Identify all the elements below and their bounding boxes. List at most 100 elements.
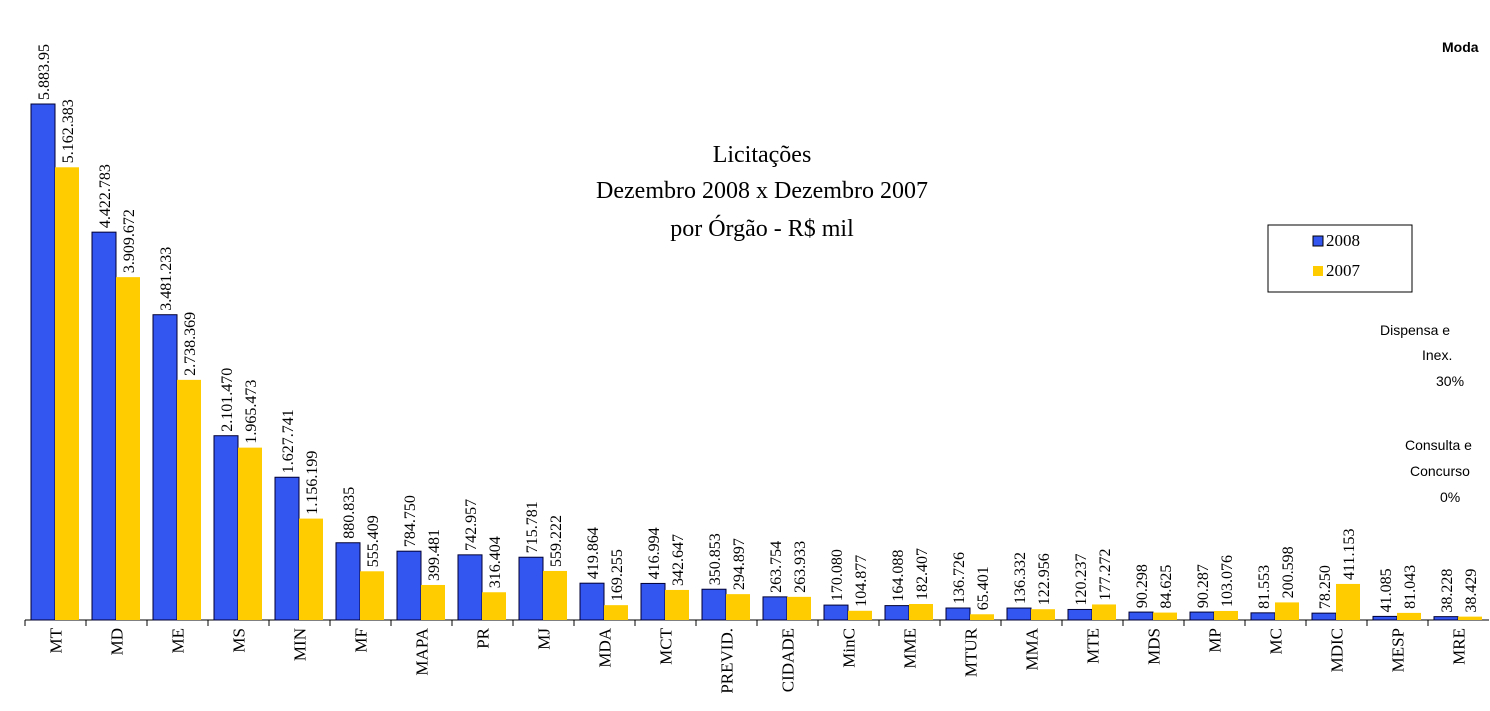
data-label: 4.422.783 <box>97 164 114 228</box>
x-tick-label: CIDADE <box>779 628 798 692</box>
bar <box>274 476 300 621</box>
annotation: Consulta e <box>1405 437 1472 453</box>
data-label: 38.429 <box>1463 569 1480 613</box>
data-label: 103.076 <box>1219 555 1236 607</box>
x-tick-label: MS <box>230 628 249 653</box>
bar <box>55 167 79 621</box>
bar <box>518 556 544 621</box>
bar <box>1153 612 1177 620</box>
data-label: 1.627.741 <box>280 409 297 473</box>
bar <box>1067 608 1093 621</box>
annotation: Dispensa e <box>1380 322 1450 338</box>
data-label: 342.647 <box>670 534 687 586</box>
x-tick-label: MD <box>108 628 127 655</box>
data-label: 2.738.369 <box>182 312 199 376</box>
data-label: 5.883.95 <box>36 44 53 100</box>
data-label: 416.994 <box>646 527 663 579</box>
data-label: 263.933 <box>792 541 809 593</box>
x-tick-label: MT <box>47 627 66 653</box>
bar <box>1433 616 1459 621</box>
annotation: Concurso <box>1410 463 1470 479</box>
data-label: 419.864 <box>585 527 602 579</box>
bar <box>970 614 994 620</box>
x-tick-label: MMA <box>1023 627 1042 670</box>
data-label: 1.965.473 <box>243 380 260 444</box>
bar <box>116 277 140 620</box>
bar <box>579 582 605 621</box>
bar <box>396 550 422 621</box>
bar <box>1214 610 1238 620</box>
data-label: 170.080 <box>829 549 846 601</box>
x-tick-label: MC <box>1267 628 1286 654</box>
bar <box>884 605 910 621</box>
x-tick-label: MME <box>901 628 920 669</box>
legend-swatch <box>1312 235 1324 247</box>
bar <box>457 554 483 621</box>
bar <box>1189 611 1215 621</box>
x-tick-label: MDIC <box>1328 628 1347 672</box>
data-label: 715.781 <box>524 501 541 553</box>
annotation: Inex. <box>1422 347 1452 363</box>
legend-label: 2008 <box>1326 231 1360 250</box>
bar <box>1336 583 1360 620</box>
x-tick-label: MDS <box>1145 628 1164 665</box>
data-label: 90.298 <box>1134 564 1151 608</box>
data-label: 3.909.672 <box>121 209 138 273</box>
data-label: 136.726 <box>951 552 968 604</box>
bar <box>1128 611 1154 621</box>
bar <box>238 447 262 620</box>
data-label: 350.853 <box>707 533 724 585</box>
bar <box>1311 612 1337 621</box>
data-label: 78.250 <box>1317 565 1334 609</box>
data-label: 555.409 <box>365 515 382 567</box>
x-tick-label: MP <box>1206 628 1225 653</box>
bar <box>640 582 666 621</box>
bar <box>787 596 811 620</box>
data-label: 559.222 <box>548 515 565 567</box>
x-tick-label: MJ <box>535 628 554 650</box>
bar <box>1006 607 1032 621</box>
bar <box>823 604 849 621</box>
x-tick-label: MRE <box>1450 628 1469 665</box>
x-tick-label: MDA <box>596 627 615 667</box>
bar <box>152 314 178 621</box>
data-label: 41.085 <box>1378 568 1395 612</box>
bar <box>1275 602 1299 620</box>
data-label: 399.481 <box>426 529 443 581</box>
data-label: 90.287 <box>1195 564 1212 608</box>
bar <box>360 571 384 620</box>
data-label: 316.404 <box>487 536 504 588</box>
bar <box>1397 612 1421 620</box>
chart-title: Licitações <box>713 142 812 168</box>
bar <box>1372 615 1398 621</box>
x-tick-label: MF <box>352 628 371 653</box>
bar <box>482 592 506 620</box>
data-label: 81.553 <box>1256 565 1273 609</box>
bar <box>1250 612 1276 621</box>
annotation: 30% <box>1436 373 1464 389</box>
bar <box>726 594 750 620</box>
data-label: 122.956 <box>1036 553 1053 605</box>
bar <box>945 607 971 621</box>
bar <box>701 588 727 621</box>
bar <box>909 604 933 620</box>
bar <box>30 103 56 621</box>
data-label: 169.255 <box>609 549 626 601</box>
data-label: 164.088 <box>890 550 907 602</box>
bar <box>421 584 445 620</box>
data-label: 5.162.383 <box>60 99 77 163</box>
x-tick-label: MTUR <box>962 627 981 677</box>
bar <box>91 231 117 621</box>
data-label: 200.598 <box>1280 546 1297 598</box>
x-tick-label: MESP <box>1389 628 1408 672</box>
bar <box>604 605 628 620</box>
annotation: 0% <box>1440 489 1460 505</box>
x-tick-label: MCT <box>657 627 676 664</box>
data-label: 294.897 <box>731 538 748 590</box>
data-label: 104.877 <box>853 555 870 607</box>
data-label: 2.101.470 <box>219 368 236 432</box>
data-label: 177.272 <box>1097 548 1114 600</box>
x-tick-label: PREVID. <box>718 628 737 694</box>
data-label: 1.156.199 <box>304 451 321 515</box>
data-label: 263.754 <box>768 541 785 593</box>
